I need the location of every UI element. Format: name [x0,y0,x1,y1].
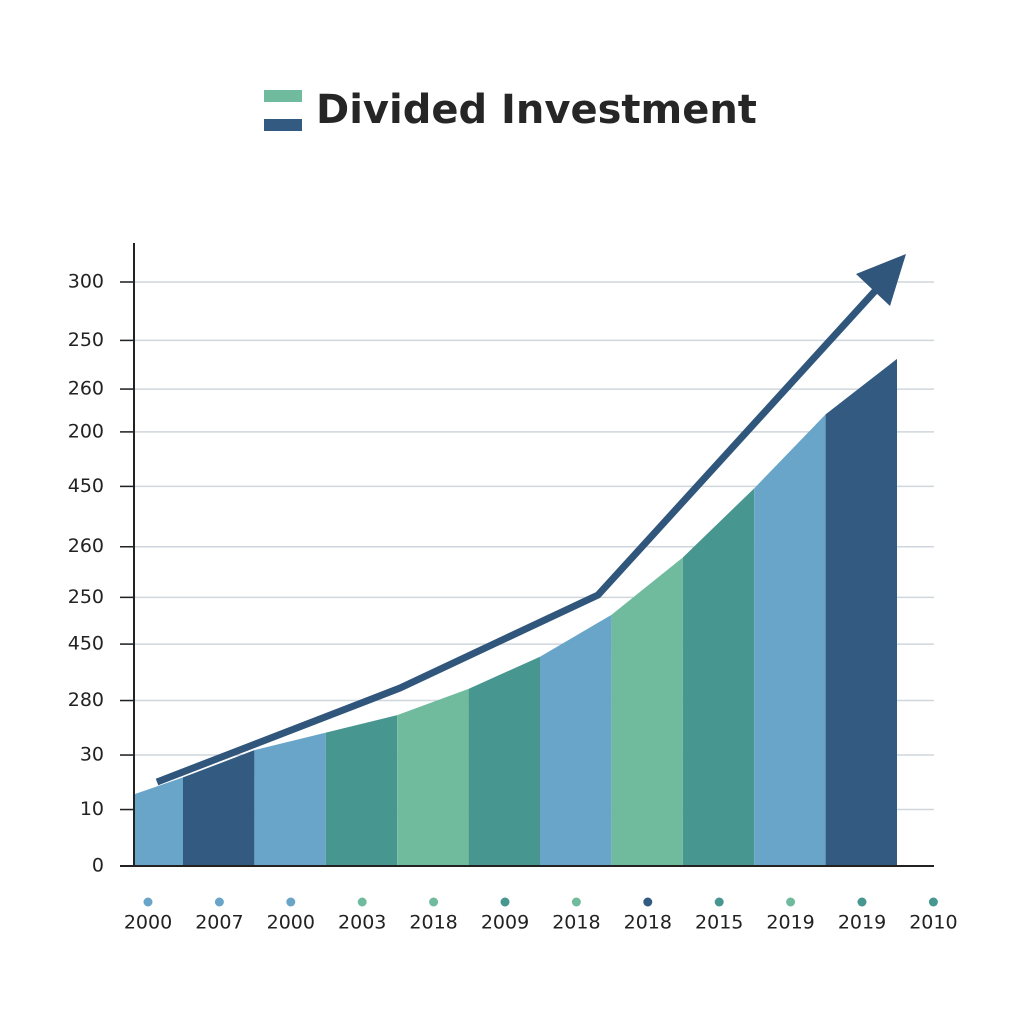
y-tick-label: 30 [80,744,104,766]
bar [325,715,398,866]
bar [468,656,540,866]
category-dot [500,897,510,907]
category-dot [714,897,724,907]
y-tick-label: 450 [68,633,104,655]
bar [135,777,183,866]
x-tick-label: 2000 [267,912,315,934]
category-dot [357,897,367,907]
bar [825,358,897,866]
legend-swatch [264,119,302,131]
category-dot [643,897,653,907]
x-tick-label: 2003 [338,912,386,934]
y-tick-label: 250 [68,329,104,351]
trend-arrow [155,288,878,786]
x-tick-label: 2009 [481,912,529,934]
x-tick-label: 2010 [909,912,957,934]
x-tick-label: 2018 [624,912,672,934]
category-dot [571,897,581,907]
y-tick-label: 10 [80,798,104,820]
y-tick-label: 260 [68,535,104,557]
category-dot [928,897,938,907]
category-dot [857,897,867,907]
bar [540,614,612,866]
category-dot [286,897,296,907]
x-tick-label: 2019 [766,912,814,934]
y-tick-label: 300 [68,271,104,293]
bar [611,557,683,866]
x-tick-label: 2018 [409,912,457,934]
x-tick-label: 2007 [195,912,243,934]
x-tick-label: 2019 [838,912,886,934]
y-tick-label: 280 [68,689,104,711]
bar [754,414,826,866]
chart-title: Divided Investment [316,87,757,133]
trend-arrowhead [856,254,906,306]
y-tick-label: 260 [68,378,104,400]
y-tick-label: 250 [68,586,104,608]
y-tick-label: 450 [68,475,104,497]
x-tick-label: 2015 [695,912,743,934]
y-tick-label: 0 [92,855,104,877]
x-tick-label: 2018 [552,912,600,934]
bar [397,688,469,866]
legend-swatch [264,90,302,102]
y-tick-label: 200 [68,420,104,442]
category-dot [143,897,153,907]
category-dot [786,897,796,907]
category-dot [429,897,439,907]
category-dot [214,897,224,907]
bar [183,750,255,866]
bar [254,732,326,866]
x-tick-label: 2000 [124,912,172,934]
bar [682,488,755,866]
